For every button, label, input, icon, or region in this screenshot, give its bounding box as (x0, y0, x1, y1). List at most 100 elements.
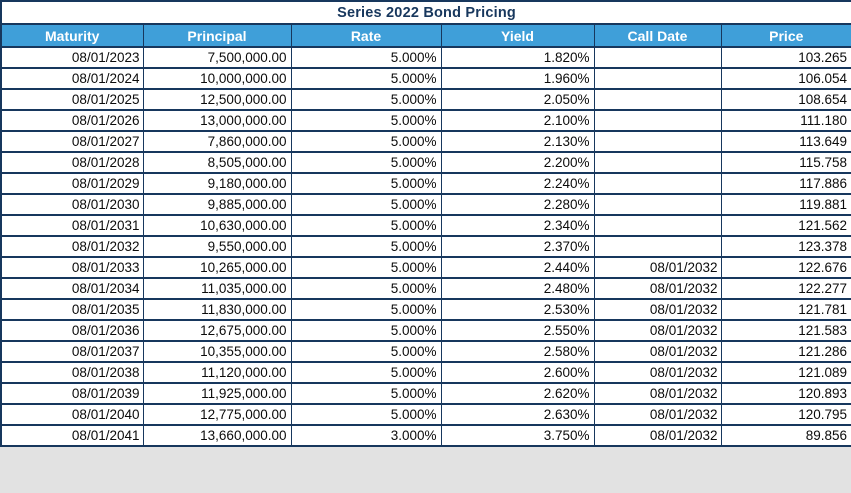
table-row: 08/01/2035 11,830,000.00 5.000% 2.530% 08/01… (0, 298, 851, 321)
cell-yield: 2.130% (440, 130, 595, 153)
cell-rate: 5.000% (290, 67, 442, 90)
cell-principal: 10,355,000.00 (142, 340, 292, 363)
cell-maturity: 08/01/2028 (0, 151, 144, 174)
cell-price: 122.676 (720, 256, 851, 279)
cell-yield: 2.280% (440, 193, 595, 216)
cell-call-date: 08/01/2032 (593, 277, 722, 300)
cell-price: 111.180 (720, 109, 851, 132)
table-row: 08/01/2030 9,885,000.00 5.000% 2.280% 119.88… (0, 193, 851, 216)
cell-yield: 3.750% (440, 424, 595, 447)
cell-principal: 13,000,000.00 (142, 109, 292, 132)
table-row: 08/01/2025 12,500,000.00 5.000% 2.050% 108.6… (0, 88, 851, 111)
cell-call-date (593, 130, 722, 153)
cell-rate: 5.000% (290, 403, 442, 426)
cell-yield: 2.200% (440, 151, 595, 174)
bond-pricing-table: Series 2022 Bond Pricing Maturity Princi… (0, 0, 851, 447)
table-row: 08/01/2028 8,505,000.00 5.000% 2.200% 115.75… (0, 151, 851, 174)
table-body: 08/01/2023 7,500,000.00 5.000% 1.820% 103.26… (0, 46, 851, 447)
cell-call-date: 08/01/2032 (593, 340, 722, 363)
cell-principal: 9,885,000.00 (142, 193, 292, 216)
cell-call-date (593, 193, 722, 216)
cell-principal: 9,180,000.00 (142, 172, 292, 195)
table-row: 08/01/2039 11,925,000.00 5.000% 2.620% 08/01… (0, 382, 851, 405)
cell-maturity: 08/01/2040 (0, 403, 144, 426)
cell-principal: 12,775,000.00 (142, 403, 292, 426)
cell-principal: 12,675,000.00 (142, 319, 292, 342)
table-row: 08/01/2040 12,775,000.00 5.000% 2.630% 08/01… (0, 403, 851, 426)
cell-maturity: 08/01/2035 (0, 298, 144, 321)
cell-price: 122.277 (720, 277, 851, 300)
cell-price: 108.654 (720, 88, 851, 111)
cell-rate: 5.000% (290, 235, 442, 258)
cell-rate: 5.000% (290, 214, 442, 237)
cell-call-date (593, 235, 722, 258)
cell-rate: 5.000% (290, 319, 442, 342)
cell-yield: 2.580% (440, 340, 595, 363)
title-row: Series 2022 Bond Pricing (0, 0, 851, 25)
table-row: 08/01/2038 11,120,000.00 5.000% 2.600% 08/01… (0, 361, 851, 384)
cell-yield: 2.620% (440, 382, 595, 405)
cell-price: 123.378 (720, 235, 851, 258)
cell-call-date: 08/01/2032 (593, 256, 722, 279)
cell-call-date: 08/01/2032 (593, 424, 722, 447)
cell-yield: 2.340% (440, 214, 595, 237)
table-row: 08/01/2027 7,860,000.00 5.000% 2.130% 113.64… (0, 130, 851, 153)
cell-principal: 10,265,000.00 (142, 256, 292, 279)
cell-yield: 1.820% (440, 46, 595, 69)
cell-rate: 5.000% (290, 130, 442, 153)
cell-price: 115.758 (720, 151, 851, 174)
cell-yield: 2.440% (440, 256, 595, 279)
cell-call-date (593, 67, 722, 90)
column-header-yield: Yield (440, 23, 595, 48)
cell-maturity: 08/01/2027 (0, 130, 144, 153)
table-row: 08/01/2029 9,180,000.00 5.000% 2.240% 117.88… (0, 172, 851, 195)
cell-rate: 5.000% (290, 277, 442, 300)
cell-rate: 5.000% (290, 298, 442, 321)
table-row: 08/01/2031 10,630,000.00 5.000% 2.340% 121.5… (0, 214, 851, 237)
table-row: 08/01/2023 7,500,000.00 5.000% 1.820% 103.26… (0, 46, 851, 69)
cell-yield: 2.530% (440, 298, 595, 321)
cell-call-date (593, 88, 722, 111)
cell-price: 121.583 (720, 319, 851, 342)
cell-maturity: 08/01/2031 (0, 214, 144, 237)
cell-call-date: 08/01/2032 (593, 319, 722, 342)
cell-maturity: 08/01/2033 (0, 256, 144, 279)
cell-principal: 7,500,000.00 (142, 46, 292, 69)
cell-call-date (593, 109, 722, 132)
cell-price: 121.286 (720, 340, 851, 363)
cell-principal: 7,860,000.00 (142, 130, 292, 153)
cell-rate: 5.000% (290, 382, 442, 405)
cell-call-date: 08/01/2032 (593, 403, 722, 426)
cell-call-date (593, 172, 722, 195)
column-header-price: Price (720, 23, 851, 48)
cell-rate: 3.000% (290, 424, 442, 447)
cell-maturity: 08/01/2023 (0, 46, 144, 69)
cell-yield: 2.240% (440, 172, 595, 195)
cell-rate: 5.000% (290, 151, 442, 174)
table-title: Series 2022 Bond Pricing (0, 0, 851, 25)
cell-call-date: 08/01/2032 (593, 382, 722, 405)
cell-call-date (593, 214, 722, 237)
cell-yield: 2.600% (440, 361, 595, 384)
column-header-principal: Principal (142, 23, 292, 48)
cell-maturity: 08/01/2036 (0, 319, 144, 342)
cell-price: 121.562 (720, 214, 851, 237)
cell-price: 89.856 (720, 424, 851, 447)
cell-call-date: 08/01/2032 (593, 298, 722, 321)
cell-price: 121.781 (720, 298, 851, 321)
column-header-maturity: Maturity (0, 23, 144, 48)
cell-rate: 5.000% (290, 361, 442, 384)
cell-principal: 12,500,000.00 (142, 88, 292, 111)
cell-maturity: 08/01/2038 (0, 361, 144, 384)
cell-price: 106.054 (720, 67, 851, 90)
table-row: 08/01/2041 13,660,000.00 3.000% 3.750% 08/01… (0, 424, 851, 447)
cell-yield: 2.630% (440, 403, 595, 426)
cell-principal: 10,000,000.00 (142, 67, 292, 90)
cell-maturity: 08/01/2037 (0, 340, 144, 363)
cell-maturity: 08/01/2032 (0, 235, 144, 258)
cell-call-date (593, 151, 722, 174)
cell-rate: 5.000% (290, 340, 442, 363)
cell-yield: 2.480% (440, 277, 595, 300)
cell-principal: 13,660,000.00 (142, 424, 292, 447)
table-row: 08/01/2036 12,675,000.00 5.000% 2.550% 08/01… (0, 319, 851, 342)
